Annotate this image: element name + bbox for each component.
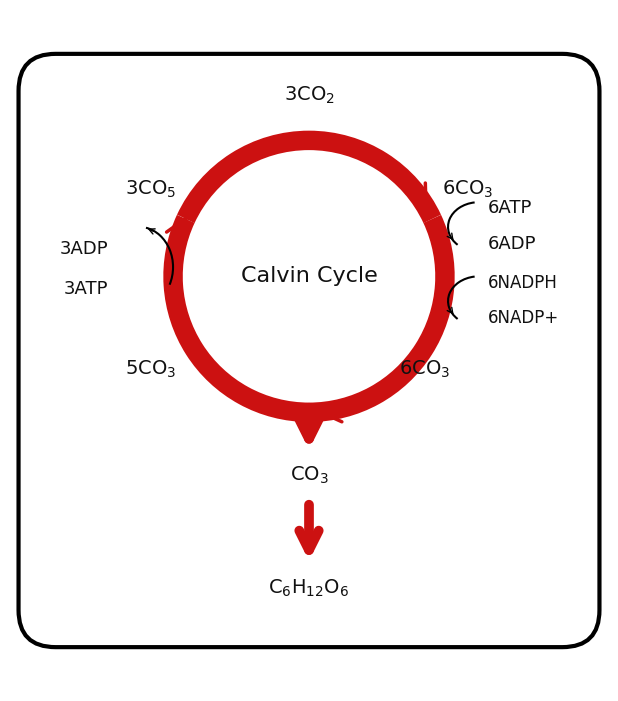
Text: CO$_3$: CO$_3$ [290, 465, 328, 486]
Text: 3CO$_5$: 3CO$_5$ [125, 179, 176, 200]
Text: 6ATP: 6ATP [488, 199, 533, 217]
Text: 6NADP+: 6NADP+ [488, 309, 559, 327]
Text: Calvin Cycle: Calvin Cycle [240, 266, 378, 286]
Text: 6CO$_3$: 6CO$_3$ [399, 358, 450, 380]
Text: 3ADP: 3ADP [59, 240, 108, 257]
Text: 6ADP: 6ADP [488, 236, 536, 253]
Text: 3CO$_2$: 3CO$_2$ [284, 85, 334, 107]
Text: 3ATP: 3ATP [64, 280, 108, 298]
Text: C$_6$H$_{12}$O$_6$: C$_6$H$_{12}$O$_6$ [268, 578, 350, 599]
Text: 6CO$_3$: 6CO$_3$ [442, 179, 493, 200]
Text: 5CO$_3$: 5CO$_3$ [125, 358, 176, 380]
Text: 6NADPH: 6NADPH [488, 273, 558, 292]
FancyBboxPatch shape [19, 54, 599, 647]
